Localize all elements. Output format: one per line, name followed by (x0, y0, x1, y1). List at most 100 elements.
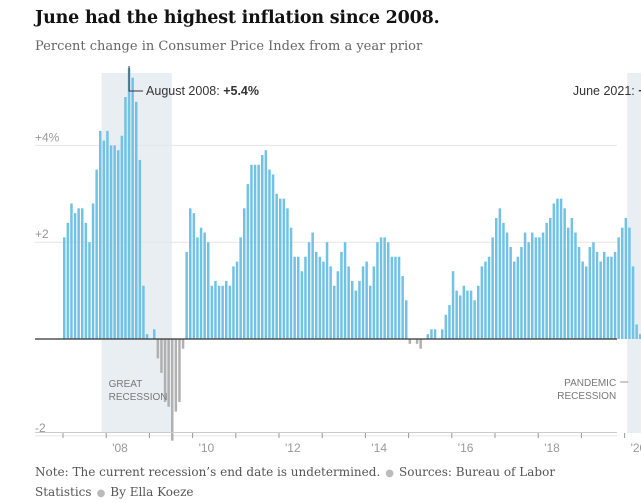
bar (549, 218, 552, 339)
bar (556, 198, 559, 339)
bar (88, 242, 91, 339)
bar (145, 334, 149, 339)
x-axis: '08 '10 '12 '14 '16 '18 '20 (35, 432, 641, 455)
bar (480, 266, 484, 339)
x-tick-label: '14 (371, 441, 387, 455)
bar (383, 237, 386, 339)
bar (365, 261, 368, 339)
bar (469, 290, 473, 339)
bar (185, 251, 188, 339)
bar (268, 169, 271, 339)
recession-label: RECESSION (109, 392, 168, 403)
cpi-bar-chart: +4% +2 -2 '08 '10 '12 '14 '16 '18 '20 GREAT RECES… (35, 65, 641, 455)
bar (99, 130, 102, 339)
bar (117, 150, 120, 339)
bar (559, 198, 563, 339)
bar (66, 222, 70, 339)
bar (505, 232, 509, 339)
bar (405, 300, 408, 339)
bar (408, 339, 412, 344)
bar (225, 280, 228, 339)
bar (246, 184, 250, 339)
bar (581, 261, 584, 339)
bar (199, 227, 203, 339)
bar (131, 77, 134, 339)
bar (462, 285, 466, 339)
annotation-leader (128, 65, 144, 92)
bar (487, 256, 491, 339)
bar (171, 339, 174, 441)
footer: Note: The current recession’s end date i… (35, 463, 595, 503)
chart-title: June had the highest inflation since 200… (35, 8, 440, 28)
separator-dot: ● (385, 468, 394, 479)
bar (534, 237, 538, 339)
bar (214, 280, 217, 339)
bar (343, 242, 347, 339)
bar (307, 242, 311, 339)
bar (120, 135, 124, 339)
bar (250, 164, 253, 339)
bar (570, 218, 574, 339)
bar (77, 208, 80, 339)
bar (163, 339, 167, 402)
bar (610, 256, 613, 339)
bar (624, 218, 628, 339)
recession-shade (627, 73, 641, 433)
bar (174, 339, 178, 412)
bar (102, 140, 106, 339)
footer-note: Note: The current recession’s end date i… (35, 465, 381, 479)
bar (91, 203, 95, 339)
bar (135, 101, 138, 339)
bars (63, 67, 641, 441)
bar (235, 261, 239, 339)
bar (322, 261, 325, 339)
bar (613, 251, 617, 339)
bar (441, 329, 444, 339)
y-tick-label: +4% (35, 130, 60, 144)
bar (545, 222, 548, 339)
bar (325, 242, 329, 339)
bar (361, 266, 365, 339)
bar (484, 261, 487, 339)
bar (541, 232, 545, 339)
bar (426, 334, 430, 339)
bar (106, 130, 109, 339)
bar (181, 339, 185, 349)
bar (178, 339, 181, 402)
annotation-august-2008: August 2008: +5.4% (146, 84, 259, 98)
bar (203, 232, 206, 339)
bar (297, 256, 300, 339)
bar (394, 256, 397, 339)
recession-label: RECESSION (557, 391, 616, 402)
annotation-value: +5.4% (223, 84, 259, 98)
bar (477, 285, 480, 339)
bar (253, 164, 257, 339)
bar (466, 290, 469, 339)
bar (329, 266, 332, 339)
bar (124, 97, 127, 339)
bar (520, 247, 523, 339)
bar (289, 227, 293, 339)
bar (333, 285, 336, 339)
bar (243, 208, 246, 339)
bar (261, 155, 264, 339)
bar (192, 213, 196, 339)
bar (495, 218, 498, 339)
bar (397, 256, 401, 339)
bar (279, 198, 282, 339)
bar (347, 266, 350, 339)
bar (415, 339, 419, 344)
bar (588, 247, 592, 339)
x-tick-label: '18 (544, 441, 560, 455)
y-tick-label: +2 (35, 227, 49, 241)
bar (448, 305, 451, 339)
bar (635, 324, 638, 339)
bar (196, 237, 199, 339)
recession-label: PANDEMIC (564, 378, 616, 389)
bar (167, 339, 170, 407)
bar (300, 271, 304, 339)
bar (210, 285, 214, 339)
bar (257, 164, 260, 339)
bar (513, 261, 516, 339)
bar (574, 232, 577, 339)
